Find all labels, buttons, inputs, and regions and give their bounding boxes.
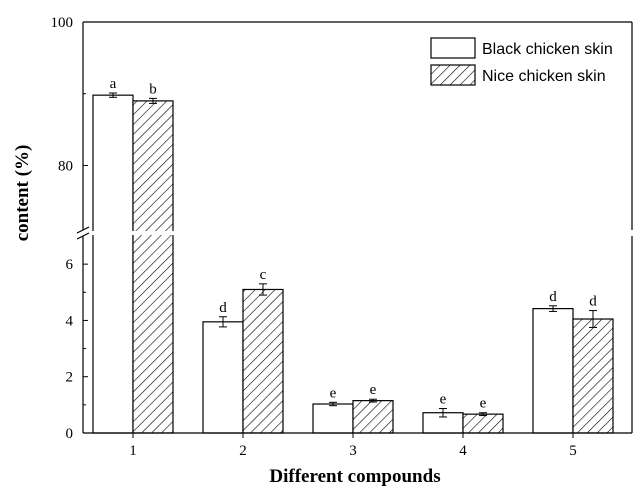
bar-s1-c5 xyxy=(532,308,574,434)
x-tick-label-2: 2 xyxy=(239,443,247,459)
significance-label-s2-c1: b xyxy=(149,81,157,97)
significance-label-s1-c3: e xyxy=(330,385,337,401)
y-axis-title: content (%) xyxy=(12,145,33,242)
y-tick-label-6: 6 xyxy=(66,257,74,273)
significance-label-s2-c5: d xyxy=(589,294,597,310)
significance-label-s2-c2: c xyxy=(260,267,267,283)
significance-label-s1-c2: d xyxy=(219,300,227,316)
bar-s2-c2 xyxy=(242,288,284,434)
bar-s2-c5 xyxy=(572,318,614,434)
x-axis-title: Different compounds xyxy=(269,466,440,487)
bar-s1-c3 xyxy=(312,403,354,434)
x-tick-label-3: 3 xyxy=(349,443,357,459)
y-tick-label-100: 100 xyxy=(51,15,74,31)
y-tick-label-0: 0 xyxy=(66,426,74,442)
significance-label-s1-c5: d xyxy=(549,289,557,305)
y-tick-label-2: 2 xyxy=(66,370,74,386)
legend-label-2: Nice chicken skin xyxy=(482,68,606,85)
x-tick-label-1: 1 xyxy=(129,443,137,459)
significance-label-s2-c3: e xyxy=(370,382,377,398)
axis-break-mark-lower xyxy=(76,232,90,240)
legend-swatch-2 xyxy=(430,64,476,86)
axis-break-mark-upper xyxy=(76,226,90,234)
bar-s2-c1 xyxy=(132,100,174,434)
significance-label-s1-c1: a xyxy=(110,76,117,92)
y-tick-label-80: 80 xyxy=(58,158,73,174)
significance-label-s1-c4: e xyxy=(440,392,447,408)
legend-swatch-1 xyxy=(430,37,476,59)
axis-break-gap xyxy=(73,231,638,235)
bar-s1-c2 xyxy=(202,321,244,434)
legend-label-1: Black chicken skin xyxy=(482,41,613,58)
y-tick-label-4: 4 xyxy=(66,313,74,329)
legend: Black chicken skin Nice chicken skin xyxy=(430,37,613,86)
x-tick-label-4: 4 xyxy=(459,443,467,459)
significance-label-s2-c4: e xyxy=(480,396,487,412)
bar-s2-c3 xyxy=(352,400,394,434)
bar-s2-c4 xyxy=(462,413,504,434)
x-tick-label-5: 5 xyxy=(569,443,577,459)
bar-s1-c1 xyxy=(92,94,134,434)
